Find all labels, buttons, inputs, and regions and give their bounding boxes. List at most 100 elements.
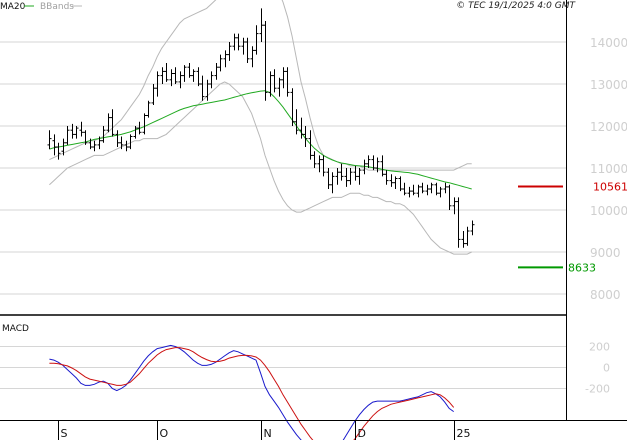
- ohlc-bar: [312, 151, 317, 168]
- ohlc-bar: [402, 182, 407, 196]
- ohlc-bar: [83, 130, 88, 145]
- ohlc-bar: [438, 186, 443, 198]
- ohlc-bar: [232, 33, 237, 51]
- ohlc-bar: [56, 142, 61, 160]
- ohlc-bar: [178, 71, 183, 89]
- ohlc-bar: [330, 172, 335, 194]
- ohlc-bar: [196, 67, 201, 87]
- ohlc-bar: [434, 182, 439, 196]
- ohlc-bar: [254, 25, 259, 55]
- ohlc-bar: [191, 69, 196, 82]
- ohlc-bar: [375, 157, 380, 173]
- ohlc-bar: [74, 126, 79, 139]
- ohlc-bar: [299, 117, 304, 139]
- ohlc-bar: [429, 182, 434, 194]
- ohlc-bar: [416, 184, 421, 198]
- ohlc-bar: [47, 130, 52, 150]
- bband-series-line: [49, 81, 472, 255]
- ohlc-bar: [124, 140, 129, 152]
- ohlc-bar: [137, 121, 142, 135]
- ohlc-bar: [79, 121, 84, 137]
- copyright-text: © TEC 19/1/2025 4:0 GMT: [456, 1, 576, 11]
- ohlc-bar: [101, 126, 106, 143]
- price-tick-label: 12000: [590, 120, 627, 134]
- ohlc-bar: [155, 71, 160, 97]
- ohlc-bar: [151, 84, 156, 105]
- ohlc-bar: [335, 168, 340, 185]
- ohlc-bar: [259, 8, 264, 42]
- ohlc-bar: [398, 176, 403, 192]
- price-tick-label: 13000: [590, 78, 627, 92]
- ohlc-bar: [465, 226, 470, 246]
- ohlc-bar: [285, 67, 290, 97]
- ohlc-bar: [119, 136, 124, 150]
- ohlc-bar: [380, 155, 385, 177]
- resistance-label: 10561: [593, 180, 627, 193]
- price-tick-label: 11000: [590, 162, 627, 176]
- macd-y-axis: 200 0 -200: [585, 341, 610, 396]
- ohlc-bar: [371, 155, 376, 171]
- price-levels: 10561 8633: [518, 180, 627, 274]
- ohlc-bar: [209, 71, 214, 89]
- macd-panel: 200 0 -200 MACD: [0, 324, 610, 444]
- ohlc-bar: [272, 69, 277, 93]
- ohlc-bar: [142, 113, 147, 135]
- ohlc-bar: [456, 197, 461, 248]
- ohlc-bar: [241, 37, 246, 55]
- ohlc-bar: [303, 126, 308, 147]
- ohlc-bar: [115, 130, 120, 147]
- ohlc-bar: [61, 138, 66, 156]
- ohlc-bar: [277, 77, 282, 97]
- price-tick-label: 14000: [590, 36, 627, 50]
- ohlc-bar: [366, 155, 371, 168]
- ohlc-bar: [461, 231, 466, 248]
- ohlc-bar: [250, 46, 255, 68]
- ohlc-bar: [470, 220, 475, 236]
- ohlc-bar: [218, 54, 223, 72]
- ohlc-bar: [88, 138, 93, 150]
- ohlc-bar: [160, 67, 165, 84]
- ohlc-bar: [133, 126, 138, 139]
- price-tick-label: 8000: [590, 288, 621, 302]
- ohlc-bar: [384, 170, 389, 185]
- ohlc-bar: [146, 100, 151, 118]
- ohlc-bar: [164, 63, 169, 82]
- legend-swatch-ma20: [0, 3, 6, 9]
- ohlc-bar: [187, 63, 192, 78]
- macd-tick-label: 0: [603, 362, 610, 375]
- ohlc-bar: [389, 174, 394, 187]
- ohlc-bar: [106, 113, 111, 133]
- ohlc-bar: [92, 140, 97, 152]
- ohlc-bar: [294, 109, 299, 135]
- macd-tick-label: -200: [585, 383, 610, 396]
- price-y-axis: 8000 9000 10000 11000 12000 13000 14000: [590, 36, 627, 302]
- price-tick-label: 9000: [590, 246, 621, 260]
- x-tick-label: O: [160, 427, 169, 440]
- ohlc-bar: [268, 71, 273, 97]
- support-label: 8633: [568, 261, 596, 274]
- ohlc-bar: [425, 184, 430, 196]
- ohlc-bar: [223, 50, 228, 68]
- legend-ma20: MA20: [0, 2, 26, 12]
- ohlc-bar: [65, 126, 70, 145]
- ohlc-bar: [110, 109, 115, 137]
- ohlc-bar: [447, 184, 452, 210]
- ohlc-bar: [407, 186, 412, 198]
- ohlc-bar: [214, 63, 219, 80]
- ohlc-bar: [200, 75, 205, 101]
- ohlc-bars: [47, 8, 475, 248]
- ohlc-bar: [173, 67, 178, 84]
- macd-series: [49, 344, 455, 444]
- x-tick-label: 25: [457, 427, 471, 440]
- ohlc-bar: [205, 79, 210, 101]
- ohlc-bar: [281, 67, 286, 89]
- ohlc-bar: [411, 184, 416, 196]
- ohlc-bar: [348, 168, 353, 185]
- x-tick-label: D: [358, 427, 366, 440]
- ohlc-bar: [362, 159, 367, 175]
- macd-tick-label: 200: [589, 341, 610, 354]
- macd-series-line: [49, 344, 454, 444]
- ohlc-bar: [236, 33, 241, 51]
